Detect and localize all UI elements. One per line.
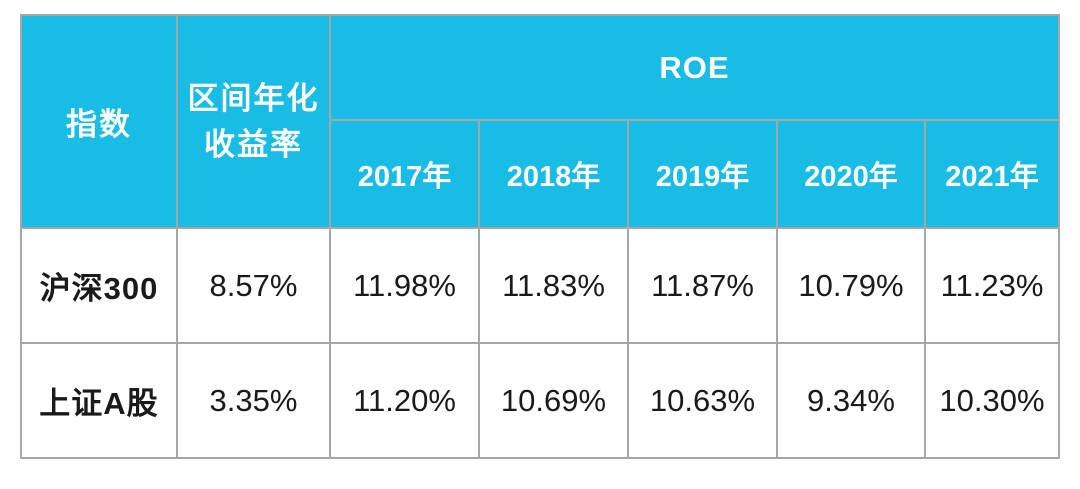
roe-2019-cell: 11.87% <box>627 227 778 344</box>
roe-2018-cell: 10.69% <box>478 342 629 459</box>
index-name-cell: 上证A股 <box>20 342 178 459</box>
roe-2021-cell: 10.30% <box>924 342 1060 459</box>
roe-2017-cell: 11.20% <box>329 342 480 459</box>
annualized-return-cell: 3.35% <box>176 342 331 459</box>
column-header-year-2019: 2019年 <box>627 119 778 229</box>
column-header-index: 指数 <box>20 14 178 229</box>
column-header-year-2018: 2018年 <box>478 119 629 229</box>
column-header-annualized-return: 区间年化 收益率 <box>176 14 331 229</box>
roe-2019-cell: 10.63% <box>627 342 778 459</box>
column-header-year-2017: 2017年 <box>329 119 480 229</box>
roe-2017-cell: 11.98% <box>329 227 480 344</box>
roe-2021-cell: 11.23% <box>924 227 1060 344</box>
index-name-cell: 沪深300 <box>20 227 178 344</box>
roe-2018-cell: 11.83% <box>478 227 629 344</box>
annualized-return-line2: 收益率 <box>204 126 303 162</box>
column-group-header-roe: ROE <box>329 14 1060 121</box>
column-header-year-2021: 2021年 <box>924 119 1060 229</box>
index-roe-table: 指数 区间年化 收益率 ROE 2017年 2018年 2019年 2020年 … <box>20 14 1060 459</box>
header-row-group: 指数 区间年化 收益率 ROE <box>20 14 1060 229</box>
table-row-sse-a: 上证A股 3.35% 11.20% 10.69% 10.63% 9.34% 10… <box>20 342 1060 459</box>
annualized-return-cell: 8.57% <box>176 227 331 344</box>
annualized-return-line1: 区间年化 <box>187 80 320 116</box>
header-row-years: 2017年 2018年 2019年 2020年 2021年 <box>21 119 1060 229</box>
roe-2020-cell: 9.34% <box>776 342 926 459</box>
table-row-hs300: 沪深300 8.57% 11.98% 11.83% 11.87% 10.79% … <box>20 227 1060 344</box>
roe-2020-cell: 10.79% <box>776 227 926 344</box>
column-header-year-2020: 2020年 <box>776 119 926 229</box>
